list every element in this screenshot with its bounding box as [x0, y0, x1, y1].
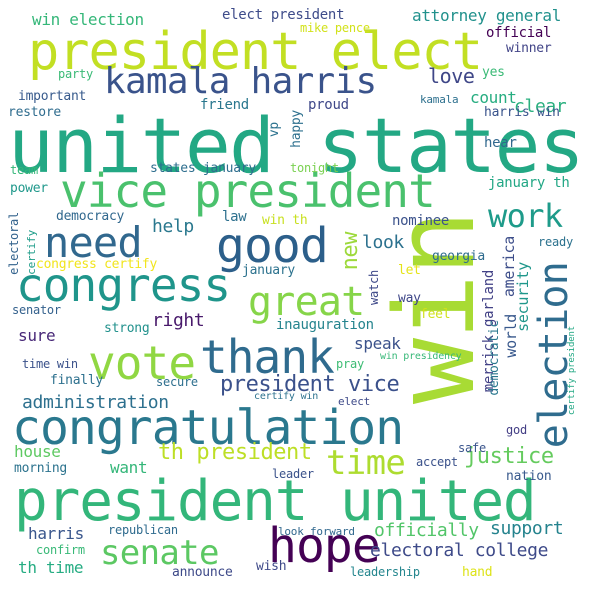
word: support	[490, 518, 564, 539]
word: congress	[16, 258, 231, 312]
word: count	[470, 88, 517, 107]
word: hear	[484, 135, 517, 151]
word: harris	[28, 524, 84, 543]
word: kamala harris	[104, 61, 377, 102]
word: georgia	[432, 249, 485, 264]
word: friend	[200, 97, 249, 113]
word: power	[10, 181, 48, 196]
word: vote	[88, 336, 196, 390]
word: good	[216, 218, 329, 274]
word: president vice	[220, 372, 400, 397]
word: time win	[22, 357, 78, 371]
word: look forward	[278, 525, 355, 538]
word: restore	[8, 105, 61, 120]
word: officially	[374, 520, 479, 541]
word: party	[58, 67, 93, 81]
word: th president	[158, 440, 312, 465]
word: win presidency	[380, 351, 462, 362]
word: ready	[538, 235, 573, 249]
word: th time	[18, 558, 84, 577]
word: pray	[336, 357, 364, 371]
word: leadership	[350, 565, 420, 579]
word: safe	[458, 441, 486, 455]
word: morning	[14, 461, 67, 476]
word: help	[152, 216, 194, 237]
word: electoral college	[370, 540, 549, 561]
word: attorney general	[412, 6, 562, 25]
word: hope	[268, 518, 381, 574]
word: law	[222, 209, 247, 225]
word: tonight	[290, 161, 339, 175]
word: justice	[464, 444, 554, 469]
word: harris win	[484, 105, 560, 120]
word: work	[488, 197, 563, 235]
word: clear	[514, 96, 567, 117]
word: need	[44, 218, 143, 267]
word: congress certify	[36, 257, 158, 272]
word: inauguration	[276, 317, 374, 333]
word: democratic	[487, 320, 502, 396]
word: feel	[420, 307, 451, 322]
word: god	[506, 423, 527, 437]
word: thank	[200, 330, 335, 384]
word: look	[362, 232, 404, 253]
word: kamala	[420, 93, 459, 106]
word: secure	[156, 375, 198, 389]
word: administration	[22, 392, 169, 413]
word: let	[398, 263, 421, 278]
word: important	[18, 89, 87, 104]
word: right	[152, 310, 205, 331]
word: senator	[12, 303, 61, 317]
word: confirm	[36, 543, 85, 557]
word: love	[428, 64, 475, 88]
word: elect	[338, 395, 371, 408]
word: january th	[488, 175, 570, 191]
word: vice president	[60, 164, 436, 218]
word: certify win	[254, 391, 319, 402]
word: wish	[256, 559, 287, 574]
word: watch	[367, 270, 381, 305]
word: official	[486, 25, 552, 41]
word: elect president	[222, 7, 345, 23]
word: congratulation	[12, 400, 404, 456]
word: january	[242, 263, 295, 278]
word: way	[398, 291, 421, 306]
word: proud	[308, 97, 349, 113]
word: world	[502, 314, 520, 358]
word: win th	[262, 213, 308, 228]
word: nation	[506, 469, 552, 484]
word: accept	[416, 455, 458, 469]
word: united states	[8, 101, 585, 190]
word: want	[110, 458, 148, 477]
word: mike pence	[300, 21, 370, 35]
word: strong	[104, 321, 150, 336]
word: yes	[482, 65, 505, 80]
word: speak	[354, 334, 401, 353]
word: time	[326, 443, 406, 483]
word: republican	[108, 523, 178, 537]
word: finally	[50, 373, 103, 388]
word: leader	[272, 467, 314, 481]
word: electoral	[7, 212, 21, 275]
word: states january	[150, 161, 256, 176]
word: senate	[100, 533, 219, 573]
word: winner	[506, 41, 552, 56]
word: nominee	[392, 213, 450, 229]
word: team	[10, 163, 38, 177]
word: president united	[14, 469, 537, 534]
word: democracy	[56, 209, 125, 224]
word: great	[248, 279, 365, 325]
word: sure	[18, 326, 56, 345]
word: hand	[462, 565, 493, 580]
word: house	[14, 442, 61, 461]
word: certify president	[567, 326, 577, 416]
word: new	[338, 232, 363, 271]
word: happy	[289, 110, 304, 148]
word: vp	[267, 122, 282, 138]
word: president elect	[28, 22, 483, 82]
word: win election	[32, 10, 144, 29]
word: announce	[172, 565, 233, 580]
